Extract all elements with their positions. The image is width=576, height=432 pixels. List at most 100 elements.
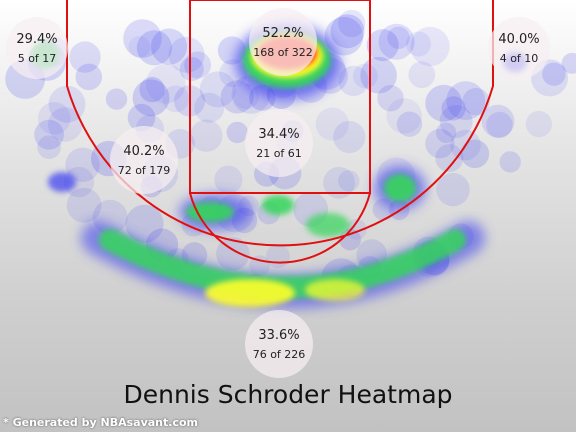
density-dot xyxy=(132,79,170,117)
density-dot xyxy=(435,144,464,173)
zone-bubble xyxy=(245,109,313,177)
density-dot xyxy=(338,170,360,192)
density-dot xyxy=(460,139,490,169)
density-dot xyxy=(338,9,366,38)
density-dot xyxy=(366,29,399,62)
density-dot xyxy=(216,237,250,271)
density-dot xyxy=(128,36,151,58)
density-dot xyxy=(37,135,61,159)
density-dot xyxy=(338,65,369,96)
density-dot xyxy=(69,41,101,73)
zone-bubble xyxy=(6,17,68,79)
heat-arc-hot xyxy=(305,279,365,301)
density-dot xyxy=(179,57,204,81)
density-dot xyxy=(435,122,457,143)
density-dot xyxy=(145,64,186,104)
zone-left-midrange: 40.2% 72 of 179 xyxy=(110,126,178,194)
density-dot xyxy=(499,151,521,173)
density-dot xyxy=(323,166,355,199)
density-dot xyxy=(214,165,243,194)
zone-fg-pct: 33.6% xyxy=(258,328,299,343)
density-dot xyxy=(339,228,361,251)
density-dot xyxy=(378,23,415,60)
density-dot xyxy=(324,16,364,56)
density-dot xyxy=(446,81,486,120)
zone-fg-pct: 40.0% xyxy=(498,32,539,47)
zone-fg-pct: 40.2% xyxy=(123,144,164,159)
zone-fg-pct: 52.2% xyxy=(262,26,303,41)
density-dot xyxy=(377,85,404,112)
heat-wing-left xyxy=(48,172,76,192)
density-dot xyxy=(139,76,165,103)
zone-bubble xyxy=(110,126,178,194)
density-dot xyxy=(226,121,248,144)
zone-restricted-area: 52.2% 168 of 322 xyxy=(249,8,317,76)
density-dot xyxy=(315,107,349,141)
three-point-line xyxy=(66,0,494,247)
zone-left-corner-3: 29.4% 5 of 17 xyxy=(6,17,68,79)
density-dot xyxy=(542,62,566,86)
density-dot xyxy=(425,128,455,159)
zone-paint: 34.4% 21 of 61 xyxy=(245,109,313,177)
density-dot xyxy=(66,187,102,223)
court-lines xyxy=(66,0,494,264)
density-dot xyxy=(105,88,128,110)
density-dot xyxy=(75,63,103,91)
density-dot xyxy=(150,28,188,65)
density-dot xyxy=(439,105,473,138)
density-dot xyxy=(330,14,365,49)
density-dot xyxy=(481,104,515,138)
density-dot xyxy=(194,92,225,123)
density-dot xyxy=(406,31,431,57)
density-dot xyxy=(387,26,410,49)
density-dot xyxy=(360,56,397,94)
density-dot xyxy=(333,120,366,154)
free-throw-arc xyxy=(189,192,371,264)
density-dot xyxy=(123,19,162,58)
density-dot xyxy=(220,80,254,114)
density-dot xyxy=(436,172,470,207)
density-dot xyxy=(561,52,576,74)
zone-made-attempts: 5 of 17 xyxy=(18,52,57,65)
density-dot xyxy=(63,166,95,198)
zone-made-attempts: 76 of 226 xyxy=(253,348,306,361)
density-dot xyxy=(408,61,436,89)
zone-made-attempts: 168 of 322 xyxy=(253,46,313,59)
chart-title: Dennis Schroder Heatmap xyxy=(123,380,453,409)
density-dot xyxy=(125,204,164,243)
density-dot xyxy=(190,119,223,152)
zone-fg-pct: 34.4% xyxy=(258,127,299,142)
density-dot xyxy=(396,111,423,137)
heat-midrange-left xyxy=(186,202,234,222)
density-dot xyxy=(199,71,236,108)
density-dot xyxy=(127,103,156,132)
density-dot xyxy=(37,102,71,135)
heat-arc-hot xyxy=(205,279,295,307)
heat-midrange-center xyxy=(306,213,350,237)
density-dot xyxy=(34,119,64,150)
zone-made-attempts: 4 of 10 xyxy=(500,52,539,65)
density-dot xyxy=(441,96,466,121)
density-dot xyxy=(136,30,172,66)
zone-made-attempts: 72 of 179 xyxy=(118,164,171,177)
zone-bubble xyxy=(249,8,317,76)
zone-above-break-3: 33.6% 76 of 226 xyxy=(245,310,313,378)
heat-paint-green xyxy=(262,195,294,215)
zone-fg-pct: 29.4% xyxy=(16,32,57,47)
attribution-footnote: * Generated by NBAsavant.com xyxy=(3,416,198,429)
density-dot xyxy=(162,85,190,113)
density-dot xyxy=(425,84,463,122)
zone-bubble xyxy=(488,17,550,79)
density-dot xyxy=(462,88,490,116)
zone-made-attempts: 21 of 61 xyxy=(256,147,302,160)
density-dot xyxy=(266,244,290,269)
heat-midrange-right xyxy=(384,174,416,202)
density-dot xyxy=(525,110,553,138)
density-dot xyxy=(65,147,100,182)
zone-bubble xyxy=(245,310,313,378)
density-dot xyxy=(353,63,378,89)
density-dot xyxy=(168,36,205,73)
zone-right-corner-3: 40.0% 4 of 10 xyxy=(488,17,550,79)
